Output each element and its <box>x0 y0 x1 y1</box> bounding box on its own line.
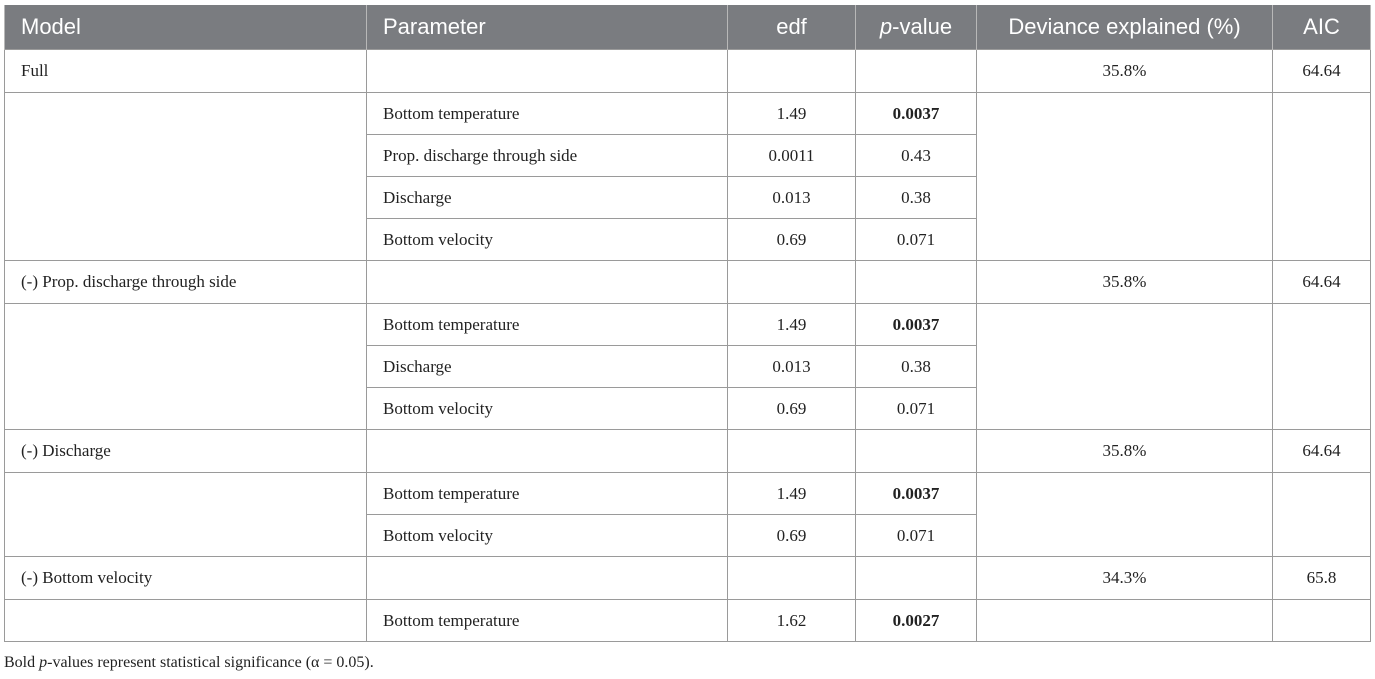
parameter-name: Bottom velocity <box>366 387 728 430</box>
empty-cell <box>855 49 977 93</box>
p-value: 0.0037 <box>855 92 977 135</box>
empty-cell <box>727 49 856 93</box>
edf-value: 1.49 <box>727 303 856 346</box>
p-value: 0.071 <box>855 218 977 261</box>
aic-spacer-cell <box>1272 92 1371 261</box>
empty-cell <box>727 429 856 473</box>
parameter-name: Bottom velocity <box>366 514 728 557</box>
deviance-spacer-cell <box>976 599 1273 642</box>
deviance-explained: 35.8% <box>976 49 1273 93</box>
edf-value: 1.49 <box>727 472 856 515</box>
model-row: Full 35.8% 64.64 <box>4 49 1371 93</box>
aic-spacer-cell <box>1272 599 1371 642</box>
aic-value: 65.8 <box>1272 556 1371 600</box>
p-value: 0.0037 <box>855 303 977 346</box>
parameter-row: Bottom temperature 1.49 0.0037 <box>4 303 1371 430</box>
parameter-row: Discharge 0.013 0.38 <box>5 345 1371 388</box>
aic-value: 64.64 <box>1272 49 1371 93</box>
p-value: 0.071 <box>855 514 977 557</box>
parameter-row: Prop. discharge through side 0.0011 0.43 <box>5 134 1371 177</box>
model-spacer-cell <box>4 599 367 642</box>
table-footnote: Bold p-values represent statistical sign… <box>4 654 374 672</box>
edf-value: 1.49 <box>727 92 856 135</box>
parameter-row: Discharge 0.013 0.38 <box>5 176 1371 219</box>
model-spacer-cell <box>4 303 367 430</box>
header-p-italic: p <box>879 14 893 39</box>
model-spacer-cell <box>4 92 367 261</box>
parameter-name: Prop. discharge through side <box>366 134 728 177</box>
p-value: 0.43 <box>855 134 977 177</box>
header-deviance: Deviance explained (%) <box>976 5 1273 50</box>
parameter-row: Bottom temperature 1.49 0.0037 <box>4 472 1371 557</box>
empty-cell <box>366 556 728 600</box>
deviance-explained: 34.3% <box>976 556 1273 600</box>
aic-value: 64.64 <box>1272 429 1371 473</box>
header-p-suffix: -value <box>892 14 953 39</box>
model-name: (-) Prop. discharge through side <box>4 260 367 304</box>
parameter-row: Bottom velocity 0.69 0.071 <box>5 387 1371 430</box>
p-value: 0.38 <box>855 176 977 219</box>
p-value: 0.0027 <box>855 599 977 642</box>
model-row: (-) Discharge 35.8% 64.64 <box>4 429 1371 473</box>
deviance-spacer-cell <box>976 303 1273 430</box>
edf-value: 0.69 <box>727 514 856 557</box>
deviance-spacer-cell <box>976 92 1273 261</box>
table-header: Model Parameter edf p-value Deviance exp… <box>4 5 1371 50</box>
parameter-name: Bottom temperature <box>366 303 728 346</box>
model-row: (-) Bottom velocity 34.3% 65.8 <box>4 556 1371 600</box>
model-name: (-) Bottom velocity <box>4 556 367 600</box>
edf-value: 0.0011 <box>727 134 856 177</box>
model-row: (-) Prop. discharge through side 35.8% 64.… <box>4 260 1371 304</box>
footnote-suffix: -values represent statistical significan… <box>47 654 374 671</box>
p-value: 0.0037 <box>855 472 977 515</box>
empty-cell <box>366 429 728 473</box>
empty-cell <box>855 260 977 304</box>
p-value: 0.071 <box>855 387 977 430</box>
model-name: (-) Discharge <box>4 429 367 473</box>
table-body: Full 35.8% 64.64 Bottom temperature 1.49 0.00… <box>4 49 1371 642</box>
aic-spacer-cell <box>1272 303 1371 430</box>
model-spacer-cell <box>4 472 367 557</box>
empty-cell <box>855 429 977 473</box>
deviance-explained: 35.8% <box>976 260 1273 304</box>
results-table-container: Model Parameter edf p-value Deviance exp… <box>4 5 1371 642</box>
edf-value: 0.69 <box>727 218 856 261</box>
empty-cell <box>366 49 728 93</box>
parameter-name: Bottom temperature <box>366 92 728 135</box>
empty-cell <box>366 260 728 304</box>
parameter-row: Bottom velocity 0.69 0.071 <box>5 218 1371 261</box>
footnote-p-italic: p <box>39 654 48 671</box>
header-edf: edf <box>727 5 856 50</box>
model-results-table: Model Parameter edf p-value Deviance exp… <box>4 5 1371 642</box>
parameter-name: Bottom temperature <box>366 472 728 515</box>
empty-cell <box>855 556 977 600</box>
header-model: Model <box>4 5 367 50</box>
header-aic: AIC <box>1272 5 1371 50</box>
edf-value: 0.69 <box>727 387 856 430</box>
parameter-row: Bottom velocity 0.69 0.071 <box>5 514 1371 557</box>
deviance-explained: 35.8% <box>976 429 1273 473</box>
parameter-row: Bottom temperature 1.62 0.0027 <box>4 599 1371 642</box>
aic-spacer-cell <box>1272 472 1371 557</box>
aic-value: 64.64 <box>1272 260 1371 304</box>
p-value: 0.38 <box>855 345 977 388</box>
header-parameter: Parameter <box>366 5 728 50</box>
header-p-value: p-value <box>855 5 977 50</box>
edf-value: 0.013 <box>727 345 856 388</box>
parameter-name: Bottom velocity <box>366 218 728 261</box>
parameter-name: Bottom temperature <box>366 599 728 642</box>
model-name: Full <box>4 49 367 93</box>
parameter-name: Discharge <box>366 345 728 388</box>
empty-cell <box>727 556 856 600</box>
edf-value: 0.013 <box>727 176 856 219</box>
parameter-row: Bottom temperature 1.49 0.0037 <box>4 92 1371 261</box>
deviance-spacer-cell <box>976 472 1273 557</box>
empty-cell <box>727 260 856 304</box>
footnote-prefix: Bold <box>4 654 40 671</box>
edf-value: 1.62 <box>727 599 856 642</box>
header-row: Model Parameter edf p-value Deviance exp… <box>4 5 1371 50</box>
parameter-name: Discharge <box>366 176 728 219</box>
